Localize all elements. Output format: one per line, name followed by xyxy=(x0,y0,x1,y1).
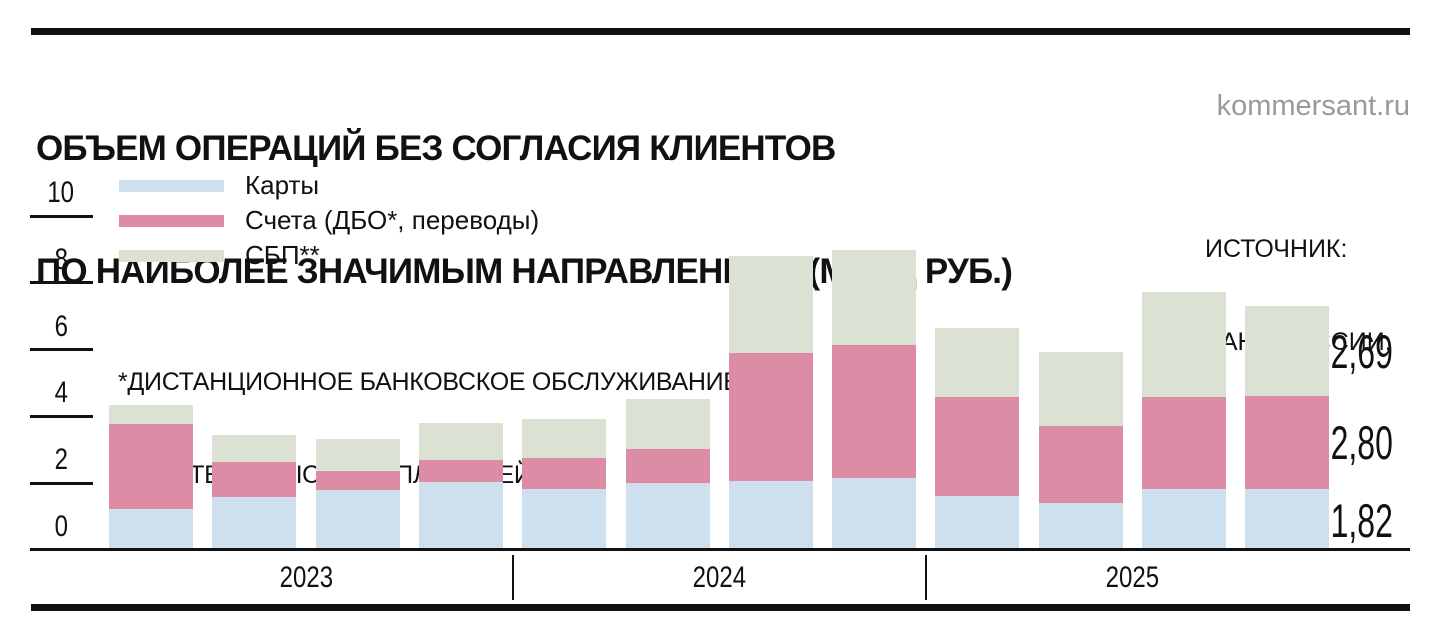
bar-7-segment-1 xyxy=(728,480,813,550)
bar-12-segment-3 xyxy=(1245,305,1330,396)
title-line-1: ОБЪЕМ ОПЕРАЦИЙ БЕЗ СОГЛАСИЯ КЛИЕНТОВ xyxy=(36,129,836,168)
x-axis-baseline xyxy=(30,548,1410,551)
value-label-text: 1,82 xyxy=(1330,493,1394,547)
value-label-text: 2,80 xyxy=(1330,416,1394,470)
y-tick-line-2 xyxy=(30,481,93,485)
value-label-2-69: 2,69 xyxy=(1292,328,1432,375)
value-label-2-80: 2,80 xyxy=(1292,419,1432,466)
bar-4-segment-1 xyxy=(418,481,503,550)
bar-4-segment-3 xyxy=(418,423,503,461)
year-label-2025: 2025 xyxy=(1062,561,1202,595)
bar-11-segment-3 xyxy=(1142,292,1226,398)
bar-7-segment-3 xyxy=(728,255,813,353)
bar-3-segment-3 xyxy=(315,439,400,471)
y-tick-label-0: 0 xyxy=(26,511,96,543)
y-tick-label-8-text: 8 xyxy=(54,242,68,276)
bar-9-segment-3 xyxy=(935,328,1020,397)
bar-4-segment-2 xyxy=(418,460,503,482)
bar-2-segment-1 xyxy=(212,496,297,550)
bar-7-segment-2 xyxy=(728,352,813,481)
bar-5-segment-1 xyxy=(522,488,607,550)
y-tick-label-6-text: 6 xyxy=(54,309,68,343)
y-tick-label-2-text: 2 xyxy=(54,443,68,477)
bar-8-segment-2 xyxy=(832,344,917,478)
legend-label-1: Карты xyxy=(245,170,320,200)
y-tick-label-4-text: 4 xyxy=(54,376,68,410)
bar-10-segment-1 xyxy=(1038,502,1123,550)
legend-swatch-2 xyxy=(119,215,224,227)
y-tick-line-4 xyxy=(30,414,93,418)
year-label-2025-text: 2025 xyxy=(1105,561,1160,594)
bar-1-segment-3 xyxy=(109,405,193,425)
bar-9-segment-1 xyxy=(935,495,1020,550)
bar-8-segment-3 xyxy=(832,249,917,345)
legend-label-3: СБП** xyxy=(245,240,320,270)
bottom-rule xyxy=(31,604,1410,611)
bar-1-segment-1 xyxy=(109,508,193,550)
year-separator-2 xyxy=(924,555,927,600)
year-label-2023: 2023 xyxy=(236,561,376,595)
bar-10-segment-3 xyxy=(1038,351,1123,427)
bar-2-segment-3 xyxy=(212,435,297,463)
bar-6-segment-2 xyxy=(625,449,710,483)
year-label-2024: 2024 xyxy=(649,561,789,595)
source-line-1: ИСТОЧНИК: xyxy=(1205,235,1348,263)
footnote-dbo: *ДИСТАНЦИОННОЕ БАНКОВСКОЕ ОБСЛУЖИВАНИЕ. xyxy=(118,368,747,396)
y-tick-label-2: 2 xyxy=(26,444,96,476)
year-label-2024-text: 2024 xyxy=(692,561,746,594)
bar-12-segment-2 xyxy=(1245,395,1330,490)
value-label-text: 2,69 xyxy=(1330,324,1394,378)
y-tick-label-0-text: 0 xyxy=(54,510,68,543)
bar-11-segment-1 xyxy=(1142,488,1226,550)
top-rule xyxy=(31,28,1410,35)
bar-6-segment-1 xyxy=(625,482,710,550)
value-label-1-82: 1,82 xyxy=(1292,497,1432,544)
bar-12-segment-1 xyxy=(1245,489,1330,550)
bar-11-segment-2 xyxy=(1142,397,1226,489)
y-tick-label-10-text: 10 xyxy=(47,176,75,209)
bar-2-segment-2 xyxy=(212,462,297,497)
legend-label-2: Счета (ДБО*, переводы) xyxy=(245,205,540,235)
bar-1-segment-2 xyxy=(109,424,193,509)
y-tick-label-6: 6 xyxy=(26,309,96,343)
bar-10-segment-2 xyxy=(1038,426,1123,503)
y-tick-line-10 xyxy=(30,214,93,218)
legend-swatch-3 xyxy=(119,250,224,262)
year-label-2023-text: 2023 xyxy=(279,561,333,594)
legend-swatch-1 xyxy=(119,180,224,192)
bar-8-segment-1 xyxy=(832,477,917,550)
y-tick-line-6 xyxy=(30,348,93,352)
bar-5-segment-2 xyxy=(522,458,607,489)
bar-5-segment-3 xyxy=(522,419,607,459)
bar-6-segment-3 xyxy=(625,398,710,450)
y-tick-line-8 xyxy=(30,281,93,285)
year-separator-1 xyxy=(511,555,514,600)
bar-9-segment-2 xyxy=(935,396,1020,496)
bar-3-segment-1 xyxy=(315,489,400,550)
y-tick-label-4: 4 xyxy=(26,377,96,409)
y-tick-label-8: 8 xyxy=(26,242,96,276)
y-tick-label-10: 10 xyxy=(26,177,96,209)
brand-watermark: kommersant.ru xyxy=(1216,90,1410,122)
bar-3-segment-2 xyxy=(315,470,400,490)
